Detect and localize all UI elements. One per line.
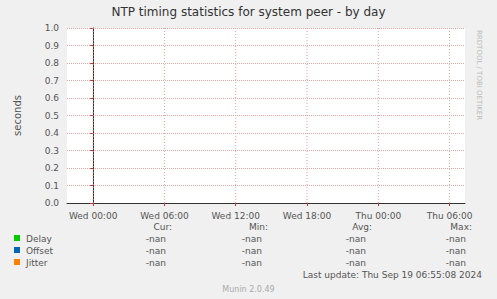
svg-text:Thu 00:00: Thu 00:00 bbox=[354, 211, 401, 221]
svg-text:0.1: 0.1 bbox=[45, 181, 59, 191]
svg-text:Delay: Delay bbox=[26, 234, 52, 244]
svg-text:-nan: -nan bbox=[242, 258, 262, 268]
svg-text:-nan: -nan bbox=[242, 246, 262, 256]
svg-text:-nan: -nan bbox=[446, 258, 466, 268]
svg-text:-nan: -nan bbox=[346, 246, 366, 256]
svg-text:NTP timing statistics for syst: NTP timing statistics for system peer - … bbox=[111, 5, 385, 19]
svg-text:-nan: -nan bbox=[346, 258, 366, 268]
svg-text:-nan: -nan bbox=[446, 246, 466, 256]
svg-text:Max:: Max: bbox=[450, 222, 472, 232]
svg-text:seconds: seconds bbox=[12, 95, 23, 136]
svg-text:Wed 00:00: Wed 00:00 bbox=[69, 211, 118, 221]
svg-text:-nan: -nan bbox=[146, 234, 166, 244]
svg-text:Wed 12:00: Wed 12:00 bbox=[211, 211, 260, 221]
svg-text:Munin 2.0.49: Munin 2.0.49 bbox=[222, 285, 274, 294]
svg-text:RRDTOOL / TOBI OETIKER: RRDTOOL / TOBI OETIKER bbox=[475, 30, 483, 120]
svg-text:0.8: 0.8 bbox=[45, 58, 60, 68]
svg-text:0.6: 0.6 bbox=[45, 93, 60, 103]
svg-text:0.4: 0.4 bbox=[45, 128, 60, 138]
svg-text:-nan: -nan bbox=[146, 246, 166, 256]
svg-text:-nan: -nan bbox=[242, 234, 262, 244]
svg-text:Offset: Offset bbox=[26, 246, 54, 256]
svg-text:0.7: 0.7 bbox=[45, 76, 59, 86]
svg-text:0.9: 0.9 bbox=[45, 41, 60, 51]
svg-text:-nan: -nan bbox=[346, 234, 366, 244]
svg-text:Cur:: Cur: bbox=[153, 222, 172, 232]
svg-text:0.0: 0.0 bbox=[45, 198, 60, 208]
svg-text:1.0: 1.0 bbox=[45, 23, 60, 33]
svg-text:-nan: -nan bbox=[446, 234, 466, 244]
svg-text:0.3: 0.3 bbox=[45, 146, 59, 156]
svg-text:Last update: Thu Sep 19 06:55:: Last update: Thu Sep 19 06:55:08 2024 bbox=[303, 270, 483, 280]
svg-text:-nan: -nan bbox=[146, 258, 166, 268]
svg-text:0.5: 0.5 bbox=[45, 111, 59, 121]
svg-text:Jitter: Jitter bbox=[25, 258, 48, 268]
svg-text:Wed 06:00: Wed 06:00 bbox=[140, 211, 189, 221]
svg-text:Wed 18:00: Wed 18:00 bbox=[283, 211, 332, 221]
svg-text:Min:: Min: bbox=[249, 222, 268, 232]
svg-text:0.2: 0.2 bbox=[45, 163, 59, 173]
svg-text:Thu 06:00: Thu 06:00 bbox=[426, 211, 473, 221]
svg-text:Avg:: Avg: bbox=[352, 222, 372, 232]
